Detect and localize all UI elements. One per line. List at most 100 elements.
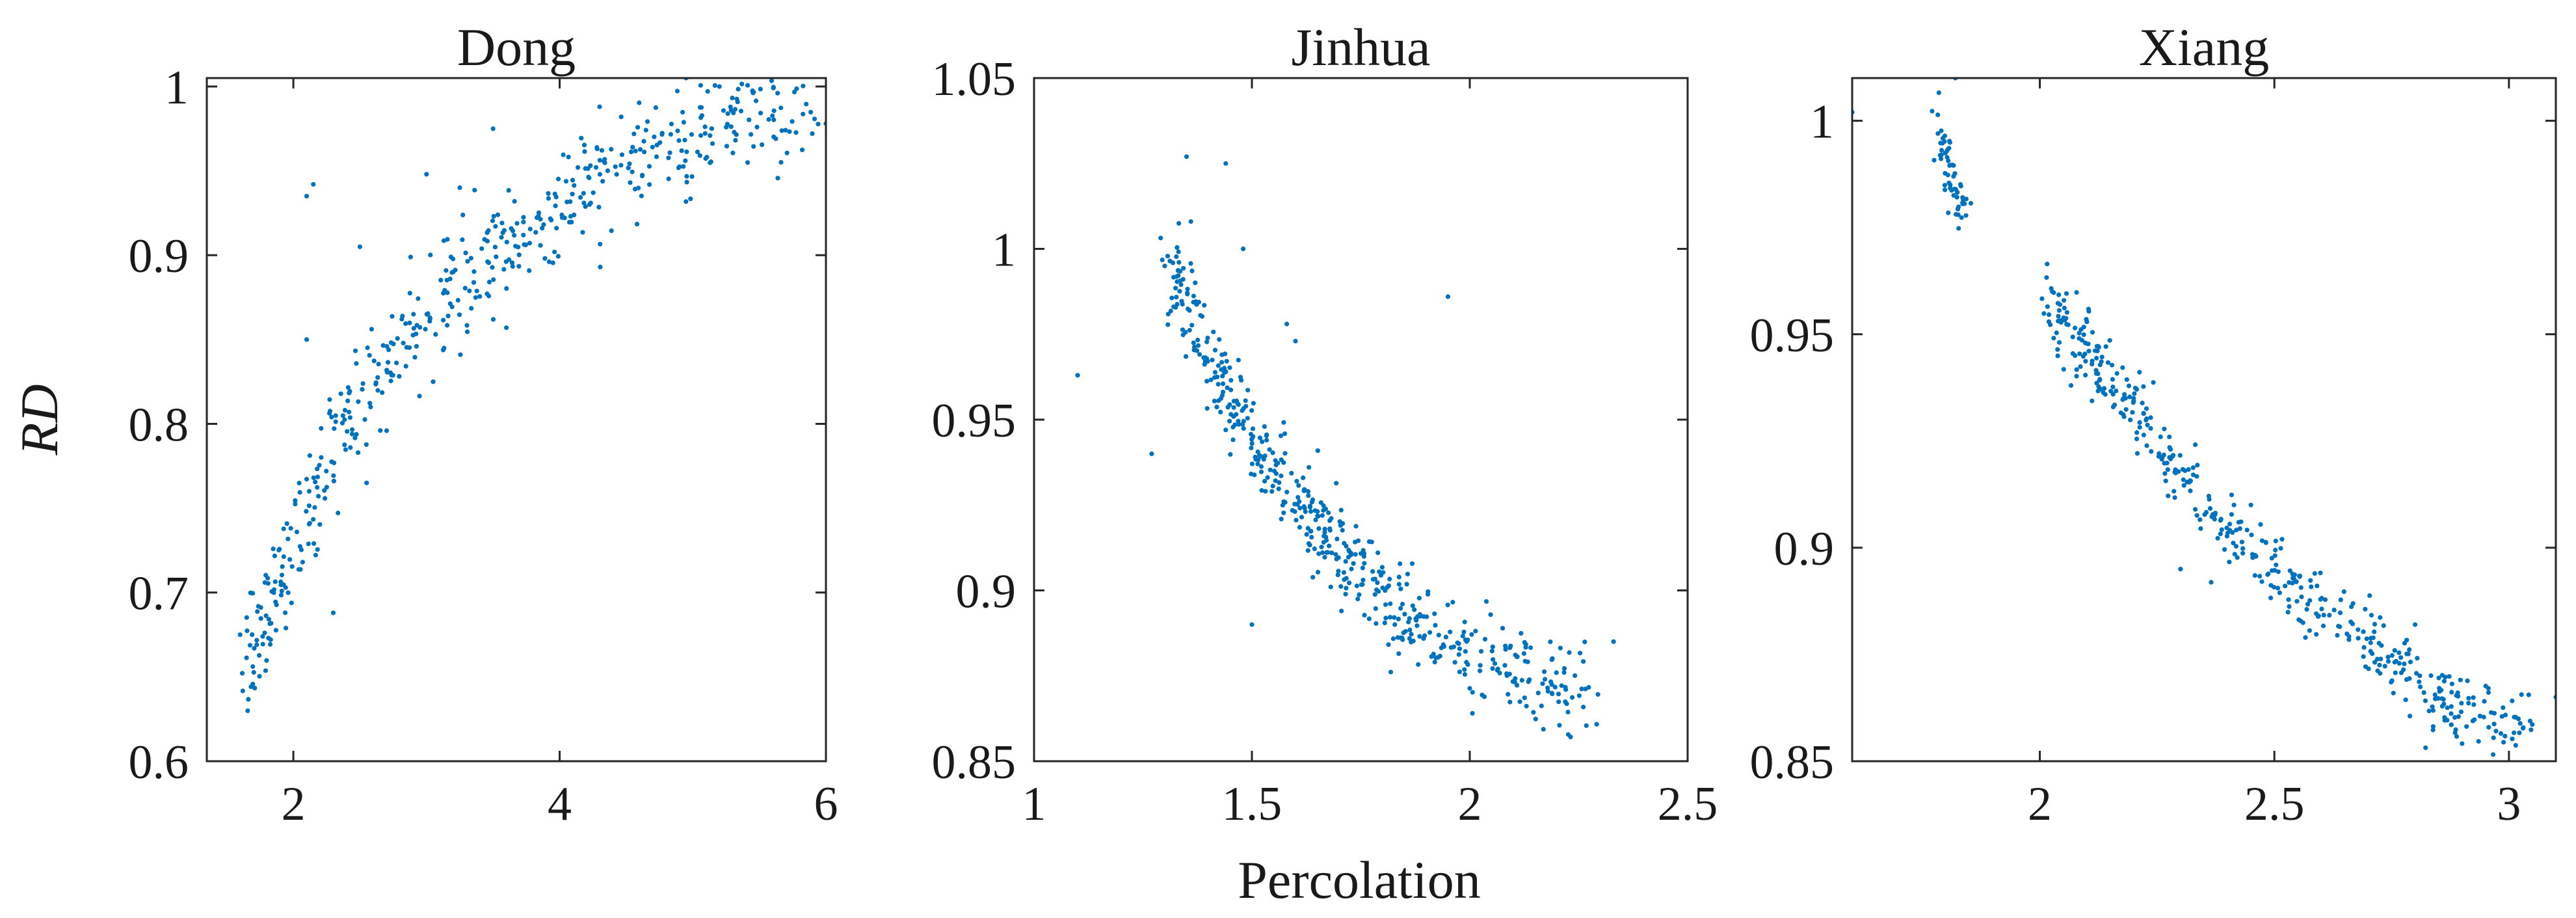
scatter-point xyxy=(2381,623,2386,628)
scatter-point xyxy=(2103,344,2108,349)
scatter-point xyxy=(2372,629,2377,634)
scatter-point xyxy=(1223,369,1228,375)
scatter-point xyxy=(778,159,784,165)
scatter-point xyxy=(2252,573,2257,578)
scatter-point xyxy=(279,573,285,578)
scatter-point xyxy=(333,419,338,424)
scatter-point xyxy=(467,288,472,293)
scatter-point xyxy=(1353,524,1359,529)
scatter-point xyxy=(1937,153,1943,158)
scatter-point xyxy=(397,373,402,379)
scatter-point xyxy=(2393,658,2398,664)
scatter-point xyxy=(1403,628,1408,634)
scatter-point xyxy=(1295,494,1301,500)
scatter-point xyxy=(347,415,353,420)
scatter-point xyxy=(1545,688,1550,694)
scatter-point xyxy=(373,381,378,387)
scatter-point xyxy=(555,176,561,182)
scatter-point xyxy=(745,160,750,165)
scatter-point xyxy=(666,155,671,161)
scatter-point xyxy=(451,269,456,275)
scatter-point xyxy=(1366,539,1372,545)
scatter-point xyxy=(1932,157,1937,163)
scatter-point xyxy=(2110,385,2116,390)
scatter-point xyxy=(2164,461,2170,466)
scatter-point xyxy=(712,83,717,88)
scatter-point xyxy=(618,115,624,120)
scatter-point xyxy=(319,455,324,460)
scatter-point xyxy=(501,228,507,233)
scatter-point xyxy=(2062,317,2067,323)
scatter-point xyxy=(2238,519,2244,524)
scatter-point xyxy=(403,364,408,369)
scatter-point xyxy=(2286,597,2291,602)
scatter-point xyxy=(2231,502,2237,507)
scatter-point xyxy=(730,96,735,101)
scatter-point xyxy=(643,128,648,133)
scatter-point xyxy=(1383,602,1388,607)
scatter-point xyxy=(2471,695,2476,700)
scatter-point xyxy=(451,256,456,262)
scatter-point xyxy=(2074,290,2079,295)
scatter-point xyxy=(2436,675,2441,681)
scatter-point xyxy=(1353,539,1358,545)
scatter-point xyxy=(1276,486,1281,491)
scatter-point xyxy=(516,263,522,269)
scatter-point xyxy=(580,230,585,235)
scatter-point xyxy=(1502,663,1507,668)
scatter-point xyxy=(2363,606,2368,612)
scatter-point xyxy=(784,150,790,155)
scatter-point xyxy=(412,355,418,360)
scatter-point xyxy=(1382,620,1387,626)
scatter-point xyxy=(602,159,607,164)
scatter-point xyxy=(323,496,328,501)
scatter-point xyxy=(490,317,496,322)
scatter-point xyxy=(2471,702,2476,707)
scatter-point xyxy=(1162,263,1167,269)
y-tick-label: 0.9 xyxy=(1774,522,1835,576)
scatter-point xyxy=(1398,561,1403,567)
scatter-point xyxy=(1533,716,1538,722)
scatter-point xyxy=(1191,340,1196,345)
scatter-point xyxy=(2456,714,2461,719)
scatter-point xyxy=(2162,426,2167,431)
y-tick-label: 1 xyxy=(992,224,1016,277)
scatter-point xyxy=(2491,722,2497,727)
scatter-point xyxy=(1308,528,1314,534)
scatter-point xyxy=(2458,677,2463,682)
chart-title: Dong xyxy=(457,18,576,77)
scatter-point xyxy=(2203,509,2209,515)
scatter-point xyxy=(1451,644,1456,649)
scatter-point xyxy=(342,417,347,422)
scatter-point xyxy=(438,278,444,283)
scatter-point xyxy=(1561,666,1567,671)
scatter-point xyxy=(527,226,533,232)
scatter-point xyxy=(1308,509,1314,514)
scatter-point xyxy=(654,154,659,159)
scatter-point xyxy=(2364,636,2369,641)
scatter-point xyxy=(1361,577,1366,583)
scatter-point xyxy=(1946,180,1952,185)
y-tick-label: 0.8 xyxy=(129,398,189,452)
scatter-point xyxy=(2078,364,2083,370)
scatter-point xyxy=(1503,647,1508,652)
scatter-point xyxy=(731,110,736,116)
scatter-point xyxy=(538,217,543,222)
scatter-point xyxy=(1307,504,1312,509)
scatter-point xyxy=(464,329,470,334)
scatter-point xyxy=(457,185,462,191)
scatter-point xyxy=(491,277,496,282)
scatter-point xyxy=(1422,633,1427,638)
scatter-point xyxy=(569,219,574,224)
scatter-point xyxy=(2445,705,2450,710)
scatter-point xyxy=(1545,685,1550,690)
scatter-point xyxy=(1267,447,1272,452)
scatter-point xyxy=(1374,587,1379,593)
scatter-point xyxy=(1414,623,1420,628)
scatter-point xyxy=(2356,636,2361,641)
scatter-point xyxy=(1281,460,1286,465)
scatter-point xyxy=(1360,565,1365,571)
scatter-point xyxy=(2493,729,2499,734)
x-tick-label: 6 xyxy=(814,777,838,831)
